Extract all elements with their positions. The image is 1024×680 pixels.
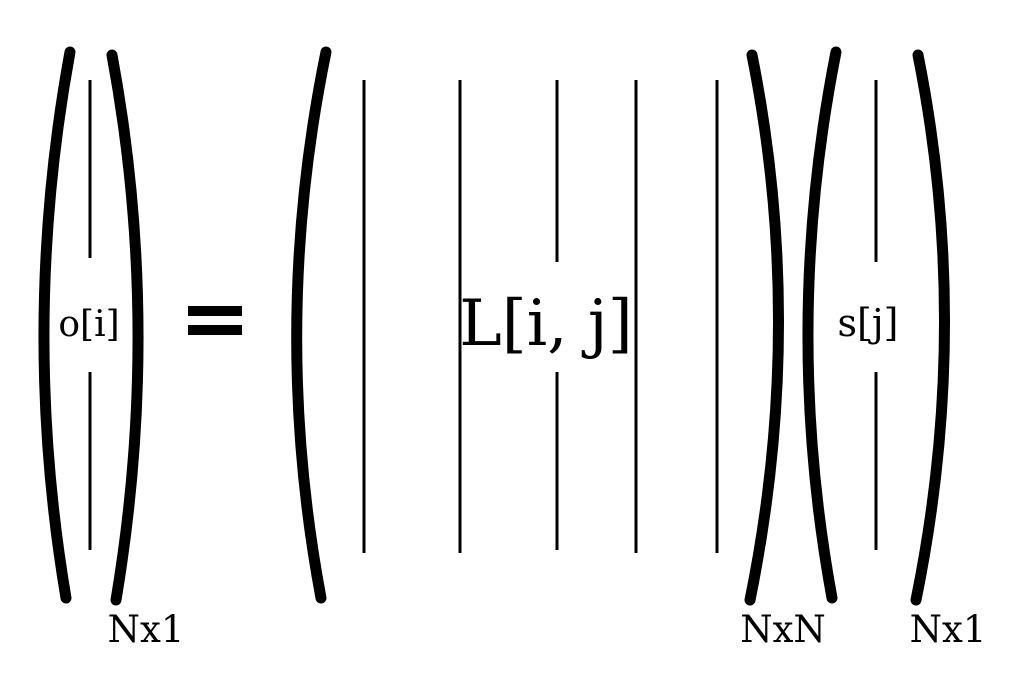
equals-bar-bottom	[188, 325, 242, 335]
matrix-right-paren	[744, 49, 784, 606]
matrix-element-label: L[i, j]	[459, 287, 632, 361]
equals-bar-top	[188, 306, 242, 316]
input-left-paren	[802, 46, 842, 604]
output-left-paren	[38, 46, 76, 604]
matrix: L[i, j] NxN	[291, 46, 826, 651]
input-right-paren	[910, 49, 950, 606]
input-vector: s[j] Nx1	[802, 46, 987, 651]
output-element-label: o[i]	[58, 304, 119, 345]
output-dimension-label: Nx1	[108, 608, 185, 651]
input-element-label: s[j]	[838, 301, 899, 345]
equals-sign	[188, 306, 242, 335]
output-right-paren	[106, 49, 144, 606]
matrix-left-paren	[291, 46, 332, 604]
input-dimension-label: Nx1	[910, 608, 987, 651]
output-vector: o[i] Nx1	[38, 46, 185, 651]
matrix-dimension-label: NxN	[740, 608, 826, 651]
